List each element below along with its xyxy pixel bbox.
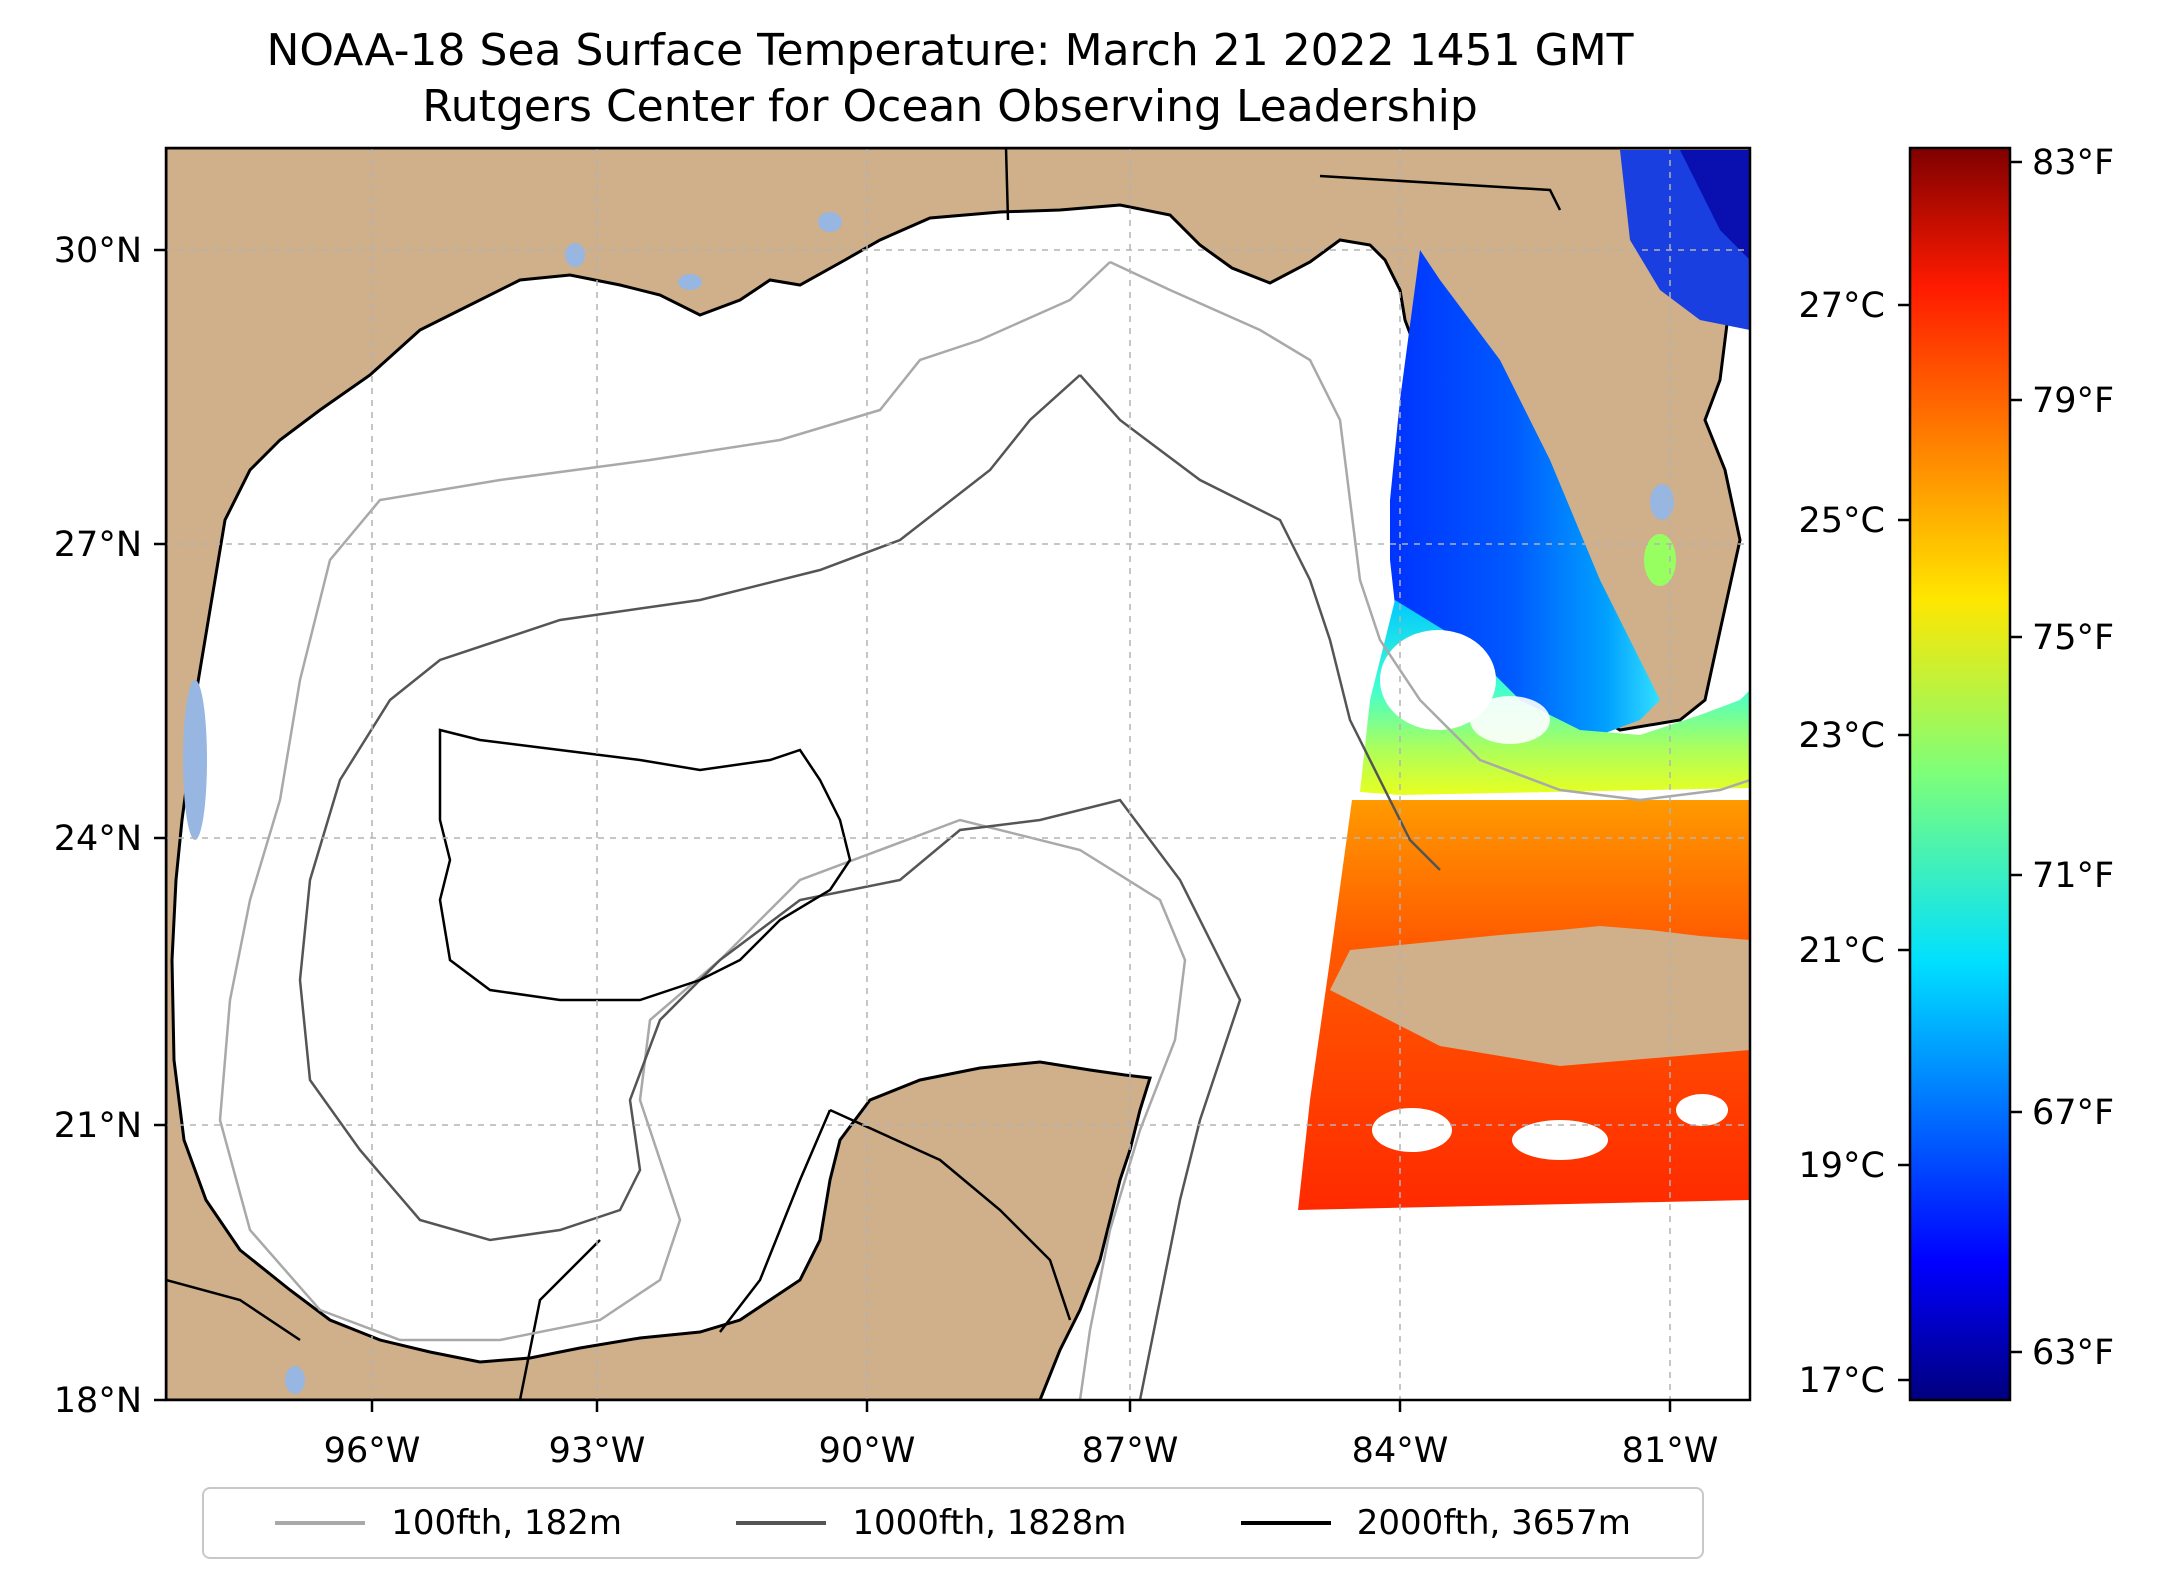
lat-tick-label: 21°N bbox=[54, 1106, 142, 1146]
fahrenheit-tick-label: 83°F bbox=[2032, 143, 2114, 183]
legend-swatch bbox=[275, 1521, 366, 1525]
lat-tick-label: 18°N bbox=[54, 1381, 142, 1421]
lake bbox=[818, 212, 842, 232]
fahrenheit-tick-label: 63°F bbox=[2032, 1333, 2114, 1373]
legend-entry-100fth: 100fth, 182m bbox=[275, 1503, 622, 1543]
sst-satellite-swath bbox=[1298, 150, 1750, 1210]
legend: 100fth, 182m 1000fth, 1828m 2000fth, 365… bbox=[202, 1487, 1704, 1559]
contour-1000fth bbox=[298, 374, 1242, 1400]
celsius-tick-label: 21°C bbox=[1799, 931, 1885, 971]
axis-ticks bbox=[154, 248, 1672, 1412]
lat-tick-label: 30°N bbox=[54, 231, 142, 271]
contour-100fth-east bbox=[1109, 260, 1750, 802]
legend-swatch bbox=[1240, 1521, 1331, 1525]
gridlines bbox=[166, 148, 1750, 1400]
contour-100fth bbox=[218, 261, 1187, 1400]
lake bbox=[285, 1366, 305, 1394]
map-title: NOAA-18 Sea Surface Temperature: March 2… bbox=[266, 25, 1634, 76]
celsius-tick-label: 19°C bbox=[1799, 1146, 1885, 1186]
legend-entry-2000fth: 2000fth, 3657m bbox=[1240, 1503, 1631, 1543]
fahrenheit-tick-label: 75°F bbox=[2032, 618, 2114, 658]
map-frame bbox=[164, 146, 1752, 1402]
fahrenheit-tick-label: 67°F bbox=[2032, 1093, 2114, 1133]
legend-label: 2000fth, 3657m bbox=[1356, 1503, 1631, 1543]
contour-2000fth bbox=[438, 728, 852, 1002]
contour-1000fth-east bbox=[1079, 374, 1441, 871]
lat-tick-label: 24°N bbox=[54, 819, 142, 859]
colorbar-ticks bbox=[1898, 160, 2022, 1382]
lat-tick-label: 27°N bbox=[54, 525, 142, 565]
lake bbox=[1650, 484, 1674, 520]
lon-tick-label: 96°W bbox=[324, 1431, 421, 1471]
legend-entry-1000fth: 1000fth, 1828m bbox=[736, 1503, 1126, 1543]
political-boundaries bbox=[166, 148, 1562, 1400]
map-subtitle: Rutgers Center for Ocean Observing Leade… bbox=[422, 81, 1478, 132]
fahrenheit-tick-label: 79°F bbox=[2032, 381, 2114, 421]
lake bbox=[183, 680, 207, 840]
lon-tick-label: 81°W bbox=[1622, 1431, 1719, 1471]
celsius-tick-label: 25°C bbox=[1799, 501, 1885, 541]
lon-tick-label: 93°W bbox=[549, 1431, 646, 1471]
celsius-tick-label: 23°C bbox=[1799, 716, 1885, 756]
lake bbox=[565, 243, 585, 267]
fahrenheit-tick-label: 71°F bbox=[2032, 856, 2114, 896]
bathymetry-contours bbox=[218, 260, 1750, 1400]
celsius-tick-label: 27°C bbox=[1799, 286, 1885, 326]
celsius-tick-label: 17°C bbox=[1799, 1361, 1885, 1401]
lon-tick-label: 84°W bbox=[1352, 1431, 1449, 1471]
legend-label: 1000fth, 1828m bbox=[852, 1503, 1127, 1543]
legend-swatch bbox=[736, 1521, 827, 1525]
legend-label: 100fth, 182m bbox=[391, 1503, 622, 1543]
lake bbox=[678, 274, 702, 290]
lon-tick-label: 90°W bbox=[819, 1431, 916, 1471]
lon-tick-label: 87°W bbox=[1082, 1431, 1179, 1471]
colorbar bbox=[1908, 146, 2012, 1402]
